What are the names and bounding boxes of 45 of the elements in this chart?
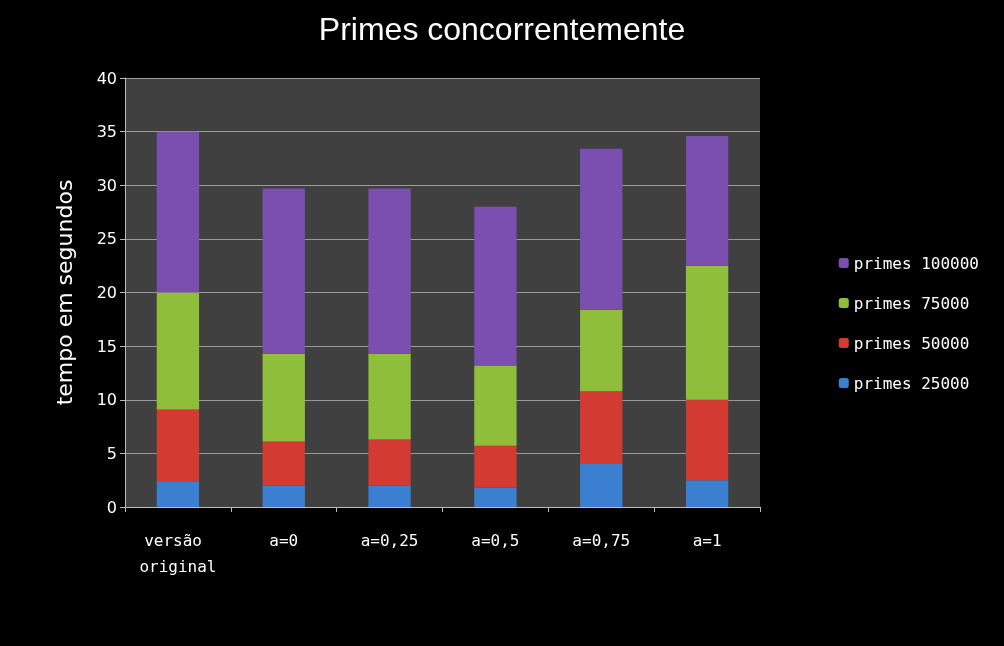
bar [368, 353, 411, 440]
x-tick-label: a=0,25 [360, 530, 419, 550]
legend-label: primes 75000 [853, 293, 970, 313]
bar [368, 439, 411, 486]
bar [262, 485, 305, 507]
y-tick-label: 25 [96, 229, 117, 249]
bar [262, 353, 305, 442]
bar [368, 188, 411, 354]
y-tick-label: 40 [96, 68, 117, 88]
x-tick-label: a=1 [692, 530, 722, 550]
bar [262, 441, 305, 486]
bar [156, 481, 200, 507]
bar [685, 135, 729, 266]
x-tick-label: a=0,75 [572, 530, 631, 550]
y-tick-label: 20 [96, 283, 117, 302]
y-tick-label: 10 [96, 390, 117, 410]
y-tick-label: 0 [106, 497, 117, 517]
bar [474, 206, 517, 366]
y-tick-label: 5 [106, 443, 117, 463]
bar [368, 485, 411, 507]
bar [262, 188, 305, 354]
x-tick-label: versão original [139, 530, 217, 576]
bar [685, 265, 729, 400]
y-axis-title: tempo em segundos [51, 179, 77, 406]
y-tick-label: 15 [96, 336, 117, 356]
legend-label: primes 100000 [853, 253, 980, 273]
bar [474, 487, 517, 507]
bar [156, 409, 200, 482]
bar [580, 148, 623, 310]
y-tick-label: 30 [96, 175, 117, 195]
legend-label: primes 50000 [853, 333, 970, 353]
x-tick-label: a=0 [269, 530, 299, 550]
legend-label: primes 25000 [853, 373, 970, 393]
bar [685, 480, 729, 507]
bar [474, 445, 517, 488]
bar [156, 292, 200, 410]
chart-title: Primes concorrentemente [318, 11, 686, 47]
bar [474, 365, 517, 446]
bar [580, 391, 623, 465]
bar [685, 399, 729, 481]
bar [580, 309, 623, 392]
y-tick-label: 35 [96, 122, 117, 142]
bar [580, 464, 623, 507]
bar [156, 131, 200, 293]
x-tick-label: a=0,5 [471, 530, 520, 550]
